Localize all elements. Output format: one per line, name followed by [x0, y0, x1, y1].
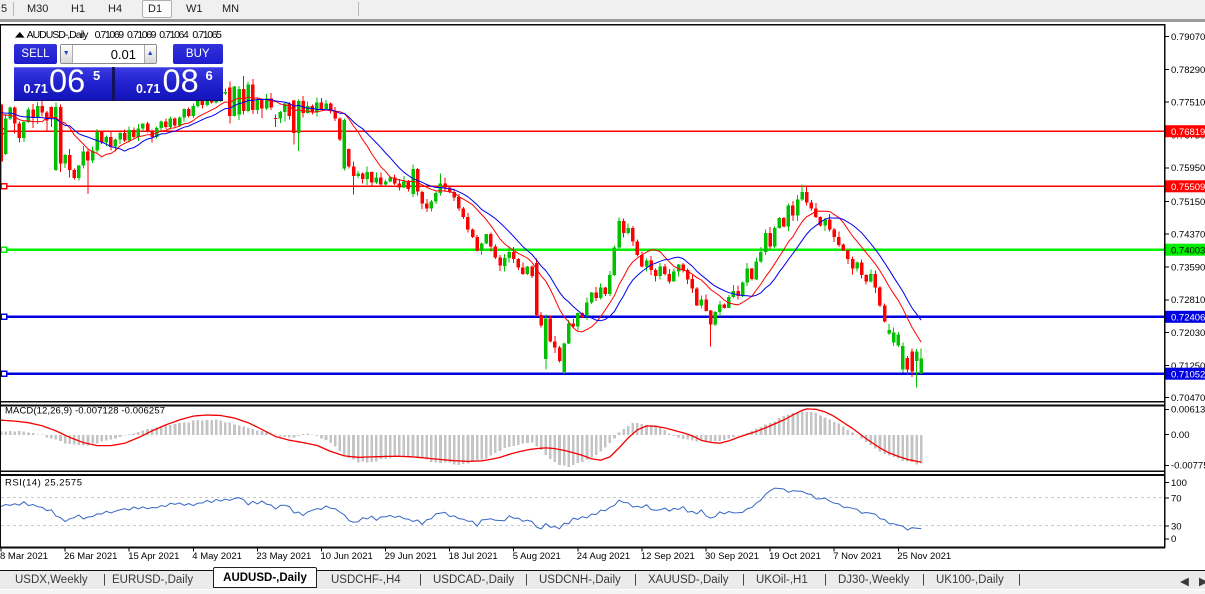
svg-text:-0.007759: -0.007759	[1171, 461, 1205, 472]
svg-text:23 May 2021: 23 May 2021	[256, 551, 311, 562]
svg-text:26 Mar 2021: 26 Mar 2021	[64, 551, 117, 562]
svg-text:10 Jun 2021: 10 Jun 2021	[321, 551, 373, 562]
svg-text:30 Sep 2021: 30 Sep 2021	[705, 551, 759, 562]
svg-text:5 Aug 2021: 5 Aug 2021	[513, 551, 561, 562]
svg-text:0.006132: 0.006132	[1171, 405, 1205, 416]
svg-text:0.73590: 0.73590	[1171, 262, 1205, 273]
svg-text:0.74003: 0.74003	[1171, 245, 1205, 256]
svg-text:30: 30	[1171, 522, 1182, 533]
svg-text:0.71069: 0.71069	[95, 29, 125, 41]
svg-text:AUDUSD-,Daily: AUDUSD-,Daily	[27, 29, 90, 41]
svg-text:24 Aug 2021: 24 Aug 2021	[577, 551, 630, 562]
svg-text:0.77510: 0.77510	[1171, 98, 1205, 109]
svg-text:19 Oct 2021: 19 Oct 2021	[769, 551, 821, 562]
svg-text:0.71064: 0.71064	[159, 29, 189, 41]
svg-text:0.72406: 0.72406	[1171, 312, 1205, 323]
svg-text:70: 70	[1171, 493, 1182, 504]
svg-text:4 May 2021: 4 May 2021	[192, 551, 242, 562]
svg-text:0.71250: 0.71250	[1171, 361, 1205, 372]
svg-text:0.75509: 0.75509	[1171, 182, 1205, 193]
svg-text:0.71065: 0.71065	[192, 29, 222, 41]
svg-text:0.71069: 0.71069	[127, 29, 157, 41]
svg-text:0.76819: 0.76819	[1171, 127, 1205, 138]
svg-text:RSI(14) 25.2575: RSI(14) 25.2575	[5, 478, 82, 489]
svg-text:0.71052: 0.71052	[1171, 369, 1205, 380]
svg-text:0.70470: 0.70470	[1171, 393, 1205, 404]
svg-text:0.72030: 0.72030	[1171, 328, 1205, 339]
svg-text:0.72810: 0.72810	[1171, 295, 1205, 306]
svg-text:25 Nov 2021: 25 Nov 2021	[897, 551, 951, 562]
svg-text:0.78290: 0.78290	[1171, 65, 1205, 76]
svg-text:7 Nov 2021: 7 Nov 2021	[833, 551, 882, 562]
svg-text:0.75150: 0.75150	[1171, 197, 1205, 208]
svg-text:0.00: 0.00	[1171, 430, 1190, 441]
svg-text:0.74370: 0.74370	[1171, 230, 1205, 241]
svg-text:0.75950: 0.75950	[1171, 163, 1205, 174]
svg-text:8 Mar 2021: 8 Mar 2021	[0, 551, 48, 562]
svg-text:0.79070: 0.79070	[1171, 32, 1205, 43]
svg-text:100: 100	[1171, 478, 1187, 489]
svg-text:29 Jun 2021: 29 Jun 2021	[385, 551, 437, 562]
svg-text:12 Sep 2021: 12 Sep 2021	[641, 551, 695, 562]
svg-text:15 Apr 2021: 15 Apr 2021	[128, 551, 179, 562]
svg-text:0: 0	[1171, 534, 1176, 545]
svg-text:MACD(12,26,9) -0.007128 -0.006: MACD(12,26,9) -0.007128 -0.006257	[5, 406, 165, 417]
svg-text:18 Jul 2021: 18 Jul 2021	[449, 551, 498, 562]
